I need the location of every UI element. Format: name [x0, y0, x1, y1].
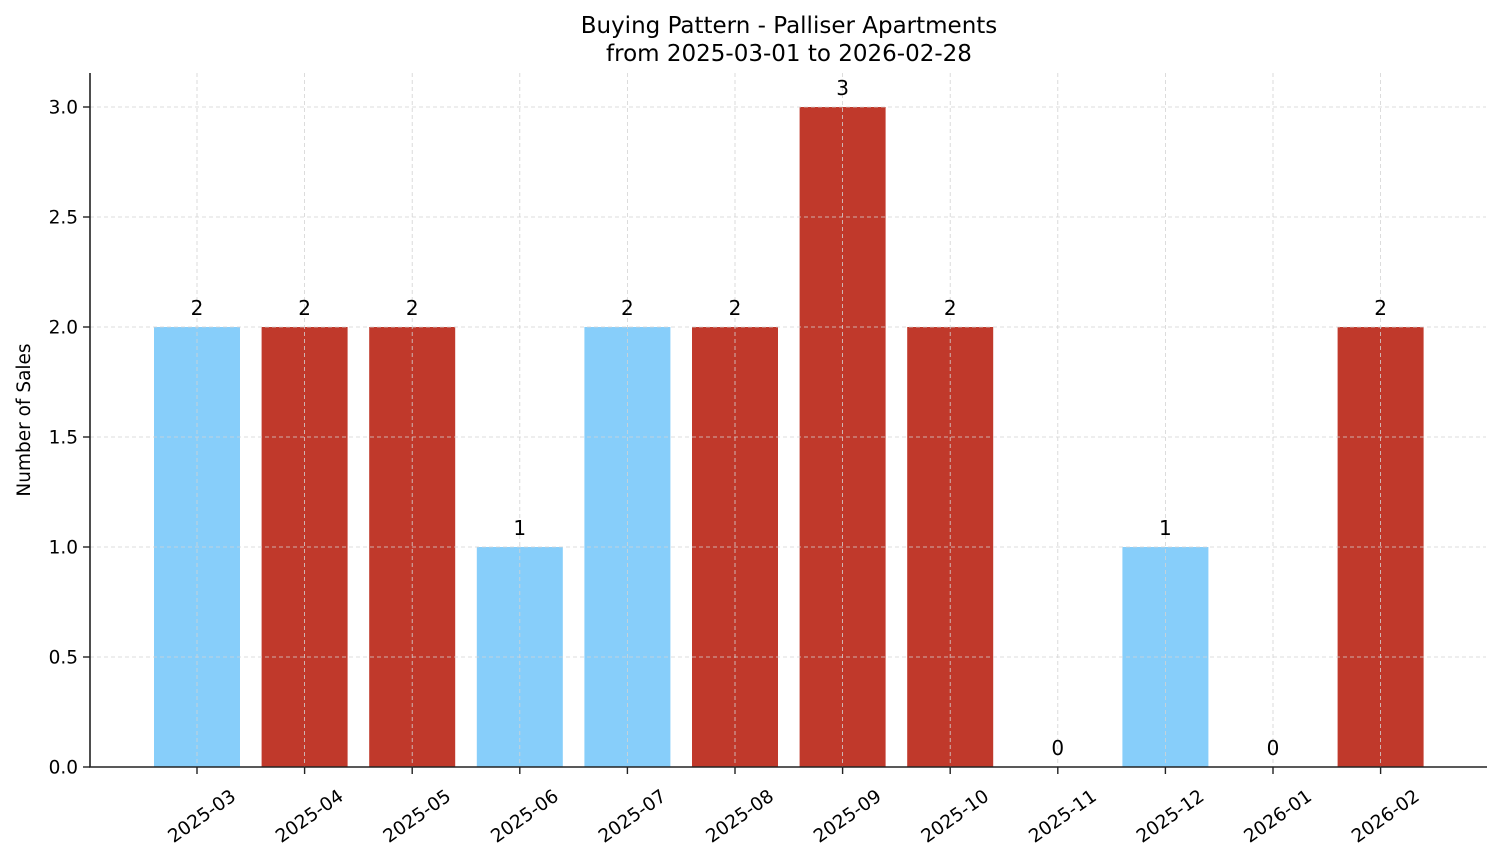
- y-tick-label: 0.5: [49, 648, 78, 669]
- bar-value-label: 1: [1159, 516, 1172, 540]
- x-tick-label: 2025-12: [1133, 786, 1208, 848]
- x-tick-label: 2025-05: [380, 786, 455, 848]
- bar-value-label: 2: [191, 296, 204, 320]
- bar-value-label: 2: [1374, 296, 1387, 320]
- bar-value-label: 2: [298, 296, 311, 320]
- x-axis-ticks: 2025-03 2025-04 2025-05 2025-06 2025-07 2025-…: [164, 767, 1423, 847]
- y-tick-label: 1.5: [49, 428, 78, 449]
- x-tick-label: 2025-03: [164, 786, 239, 848]
- bar-2025-10: [907, 327, 994, 767]
- chart-title: Buying Pattern - Palliser Apartments: [581, 13, 998, 39]
- bar-value-label: 0: [1267, 736, 1280, 760]
- gridlines: [90, 73, 1486, 767]
- bar-2025-07: [584, 327, 671, 767]
- bar-value-label: 0: [1051, 736, 1064, 760]
- bar-value-label: 2: [729, 296, 742, 320]
- bar-value-label: 2: [621, 296, 634, 320]
- y-tick-label: 3.0: [49, 98, 78, 119]
- bar-value-labels: 2 2 2 1 2 2 3 2 0 1 0 2: [191, 76, 1387, 760]
- x-tick-label: 2025-08: [702, 786, 777, 848]
- x-tick-label: 2025-11: [1025, 786, 1100, 848]
- x-tick-label: 2025-04: [272, 786, 347, 848]
- x-tick-label: 2025-10: [918, 786, 993, 848]
- y-axis-label: Number of Sales: [14, 343, 35, 496]
- y-tick-label: 2.5: [49, 208, 78, 229]
- bar-value-label: 2: [406, 296, 419, 320]
- bar-value-label: 1: [513, 516, 526, 540]
- bar-value-label: 3: [836, 76, 849, 100]
- x-tick-label: 2026-01: [1240, 786, 1315, 848]
- x-tick-label: 2025-07: [595, 786, 670, 848]
- chart-subtitle: from 2025-03-01 to 2026-02-28: [606, 41, 972, 67]
- y-tick-label: 0.0: [49, 758, 78, 779]
- x-tick-label: 2025-09: [810, 786, 885, 848]
- y-axis-ticks: 0.0 0.5 1.0 1.5 2.0 2.5 3.0: [49, 98, 90, 779]
- x-tick-label: 2026-02: [1348, 786, 1423, 848]
- y-tick-label: 2.0: [49, 318, 78, 339]
- bar-value-label: 2: [944, 296, 957, 320]
- x-tick-label: 2025-06: [487, 786, 562, 848]
- y-tick-label: 1.0: [49, 538, 78, 559]
